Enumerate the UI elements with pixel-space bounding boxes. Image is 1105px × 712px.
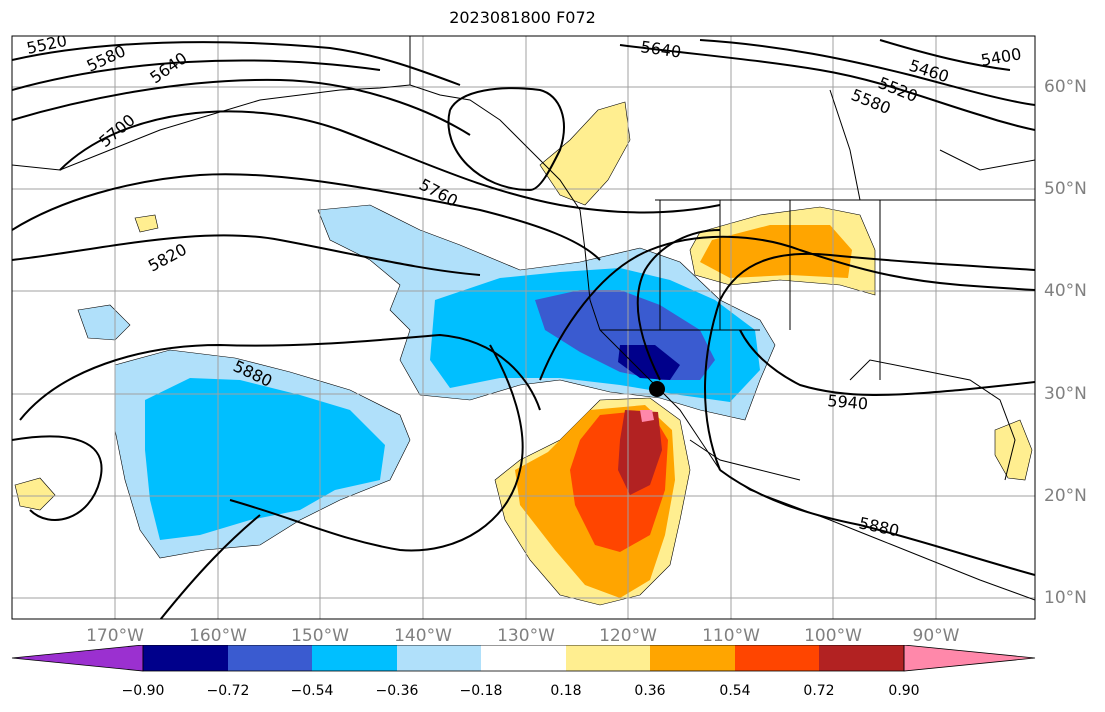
lat-label: 60°N — [1044, 77, 1087, 97]
colorbar-low-extend — [11, 645, 144, 672]
colorbar-tick-label: −0.72 — [206, 683, 250, 699]
colorbar-segment — [735, 645, 819, 671]
colorbar-tick-label: 0.90 — [888, 683, 920, 699]
lat-label: 50°N — [1044, 179, 1087, 199]
lon-label: 130°W — [497, 626, 555, 646]
weather-map: 5520 5580 5640 5700 5760 5820 5880 5940 … — [11, 35, 1036, 620]
lat-label: 10°N — [1044, 588, 1087, 608]
map-frame-border — [11, 35, 1036, 620]
colorbar — [11, 645, 1036, 672]
colorbar-segment — [566, 645, 650, 671]
colorbar-segment — [819, 645, 904, 671]
lat-label: 30°N — [1044, 384, 1087, 404]
lon-label: 100°W — [804, 626, 862, 646]
colorbar-segment — [228, 645, 312, 671]
colorbar-segment — [143, 645, 228, 671]
colorbar-tick-label: 0.18 — [550, 683, 582, 699]
anomaly-0.72-pos — [618, 410, 662, 495]
colorbar-tick-label: 0.36 — [634, 683, 666, 699]
height-contours — [12, 39, 1035, 619]
colorbar-tick-label: −0.18 — [459, 683, 503, 699]
colorbar-segment — [481, 645, 566, 671]
colorbar-border — [142, 645, 905, 672]
colorbar-tick-label: −0.36 — [375, 683, 419, 699]
lon-label: 120°W — [599, 626, 657, 646]
lat-label: 40°N — [1044, 281, 1087, 301]
colorbar-segment — [312, 645, 397, 671]
contour-label: 5940 — [827, 391, 869, 413]
lon-label: 90°W — [912, 626, 960, 646]
lon-label: 140°W — [394, 626, 452, 646]
location-marker — [649, 381, 665, 397]
lon-label: 160°W — [189, 626, 247, 646]
lat-label: 20°N — [1044, 486, 1087, 506]
lat-lon-grid — [12, 36, 1035, 619]
colorbar-segment — [650, 645, 735, 671]
anomaly-0.72-neg — [618, 345, 680, 380]
positive-anomaly-field — [14, 101, 1033, 606]
colorbar-tick-label: 0.54 — [719, 683, 751, 699]
colorbar-high-extend — [903, 645, 1036, 672]
negative-anomaly-field — [77, 204, 776, 559]
colorbar-tick-label: −0.90 — [121, 683, 165, 699]
colorbar-tick-label: 0.72 — [803, 683, 835, 699]
lon-label: 170°W — [86, 626, 144, 646]
lon-label: 110°W — [702, 626, 760, 646]
colorbar-tick-label: −0.54 — [290, 683, 334, 699]
anomaly-0.90-pos — [640, 410, 654, 422]
colorbar-segment — [397, 645, 481, 671]
lon-label: 150°W — [291, 626, 349, 646]
map-title: 2023081800 F072 — [449, 8, 596, 27]
